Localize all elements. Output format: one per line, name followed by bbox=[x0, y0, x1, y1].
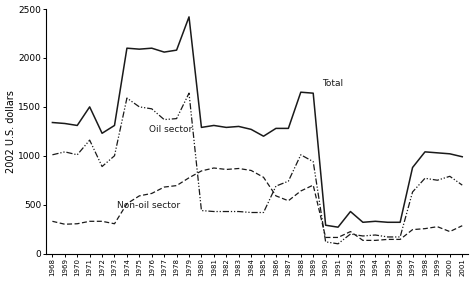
Y-axis label: 2002 U.S. dollars: 2002 U.S. dollars bbox=[6, 90, 16, 173]
Text: Total: Total bbox=[322, 79, 343, 88]
Text: Non-oil sector: Non-oil sector bbox=[117, 201, 180, 210]
Text: Oil sector: Oil sector bbox=[149, 125, 192, 134]
